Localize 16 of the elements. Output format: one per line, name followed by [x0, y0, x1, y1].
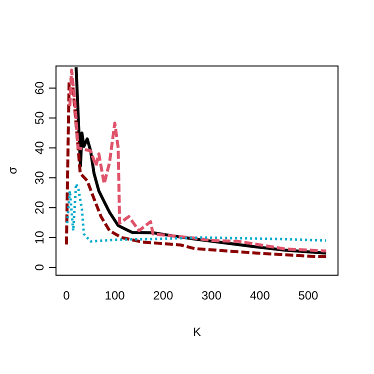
- y-tick-label: 40: [32, 140, 46, 155]
- y-tick-label: 50: [32, 111, 46, 125]
- y-axis-title: σ: [6, 166, 20, 174]
- x-tick-label: 100: [104, 288, 126, 303]
- x-tick-label: 500: [298, 288, 319, 303]
- x-tick-label: 0: [63, 288, 70, 303]
- y-tick-label: 0: [32, 264, 46, 271]
- x-axis-title: K: [192, 325, 202, 340]
- x-tick-label: 400: [250, 288, 270, 303]
- y-tick-label: 10: [32, 230, 46, 244]
- x-tick-label: 200: [153, 288, 174, 303]
- line-series: [66, 182, 328, 243]
- y-tick-label: 60: [32, 81, 46, 95]
- y-tick-label: 20: [32, 200, 46, 214]
- y-tick-label: 30: [32, 170, 46, 184]
- x-tick-label: 300: [201, 288, 222, 303]
